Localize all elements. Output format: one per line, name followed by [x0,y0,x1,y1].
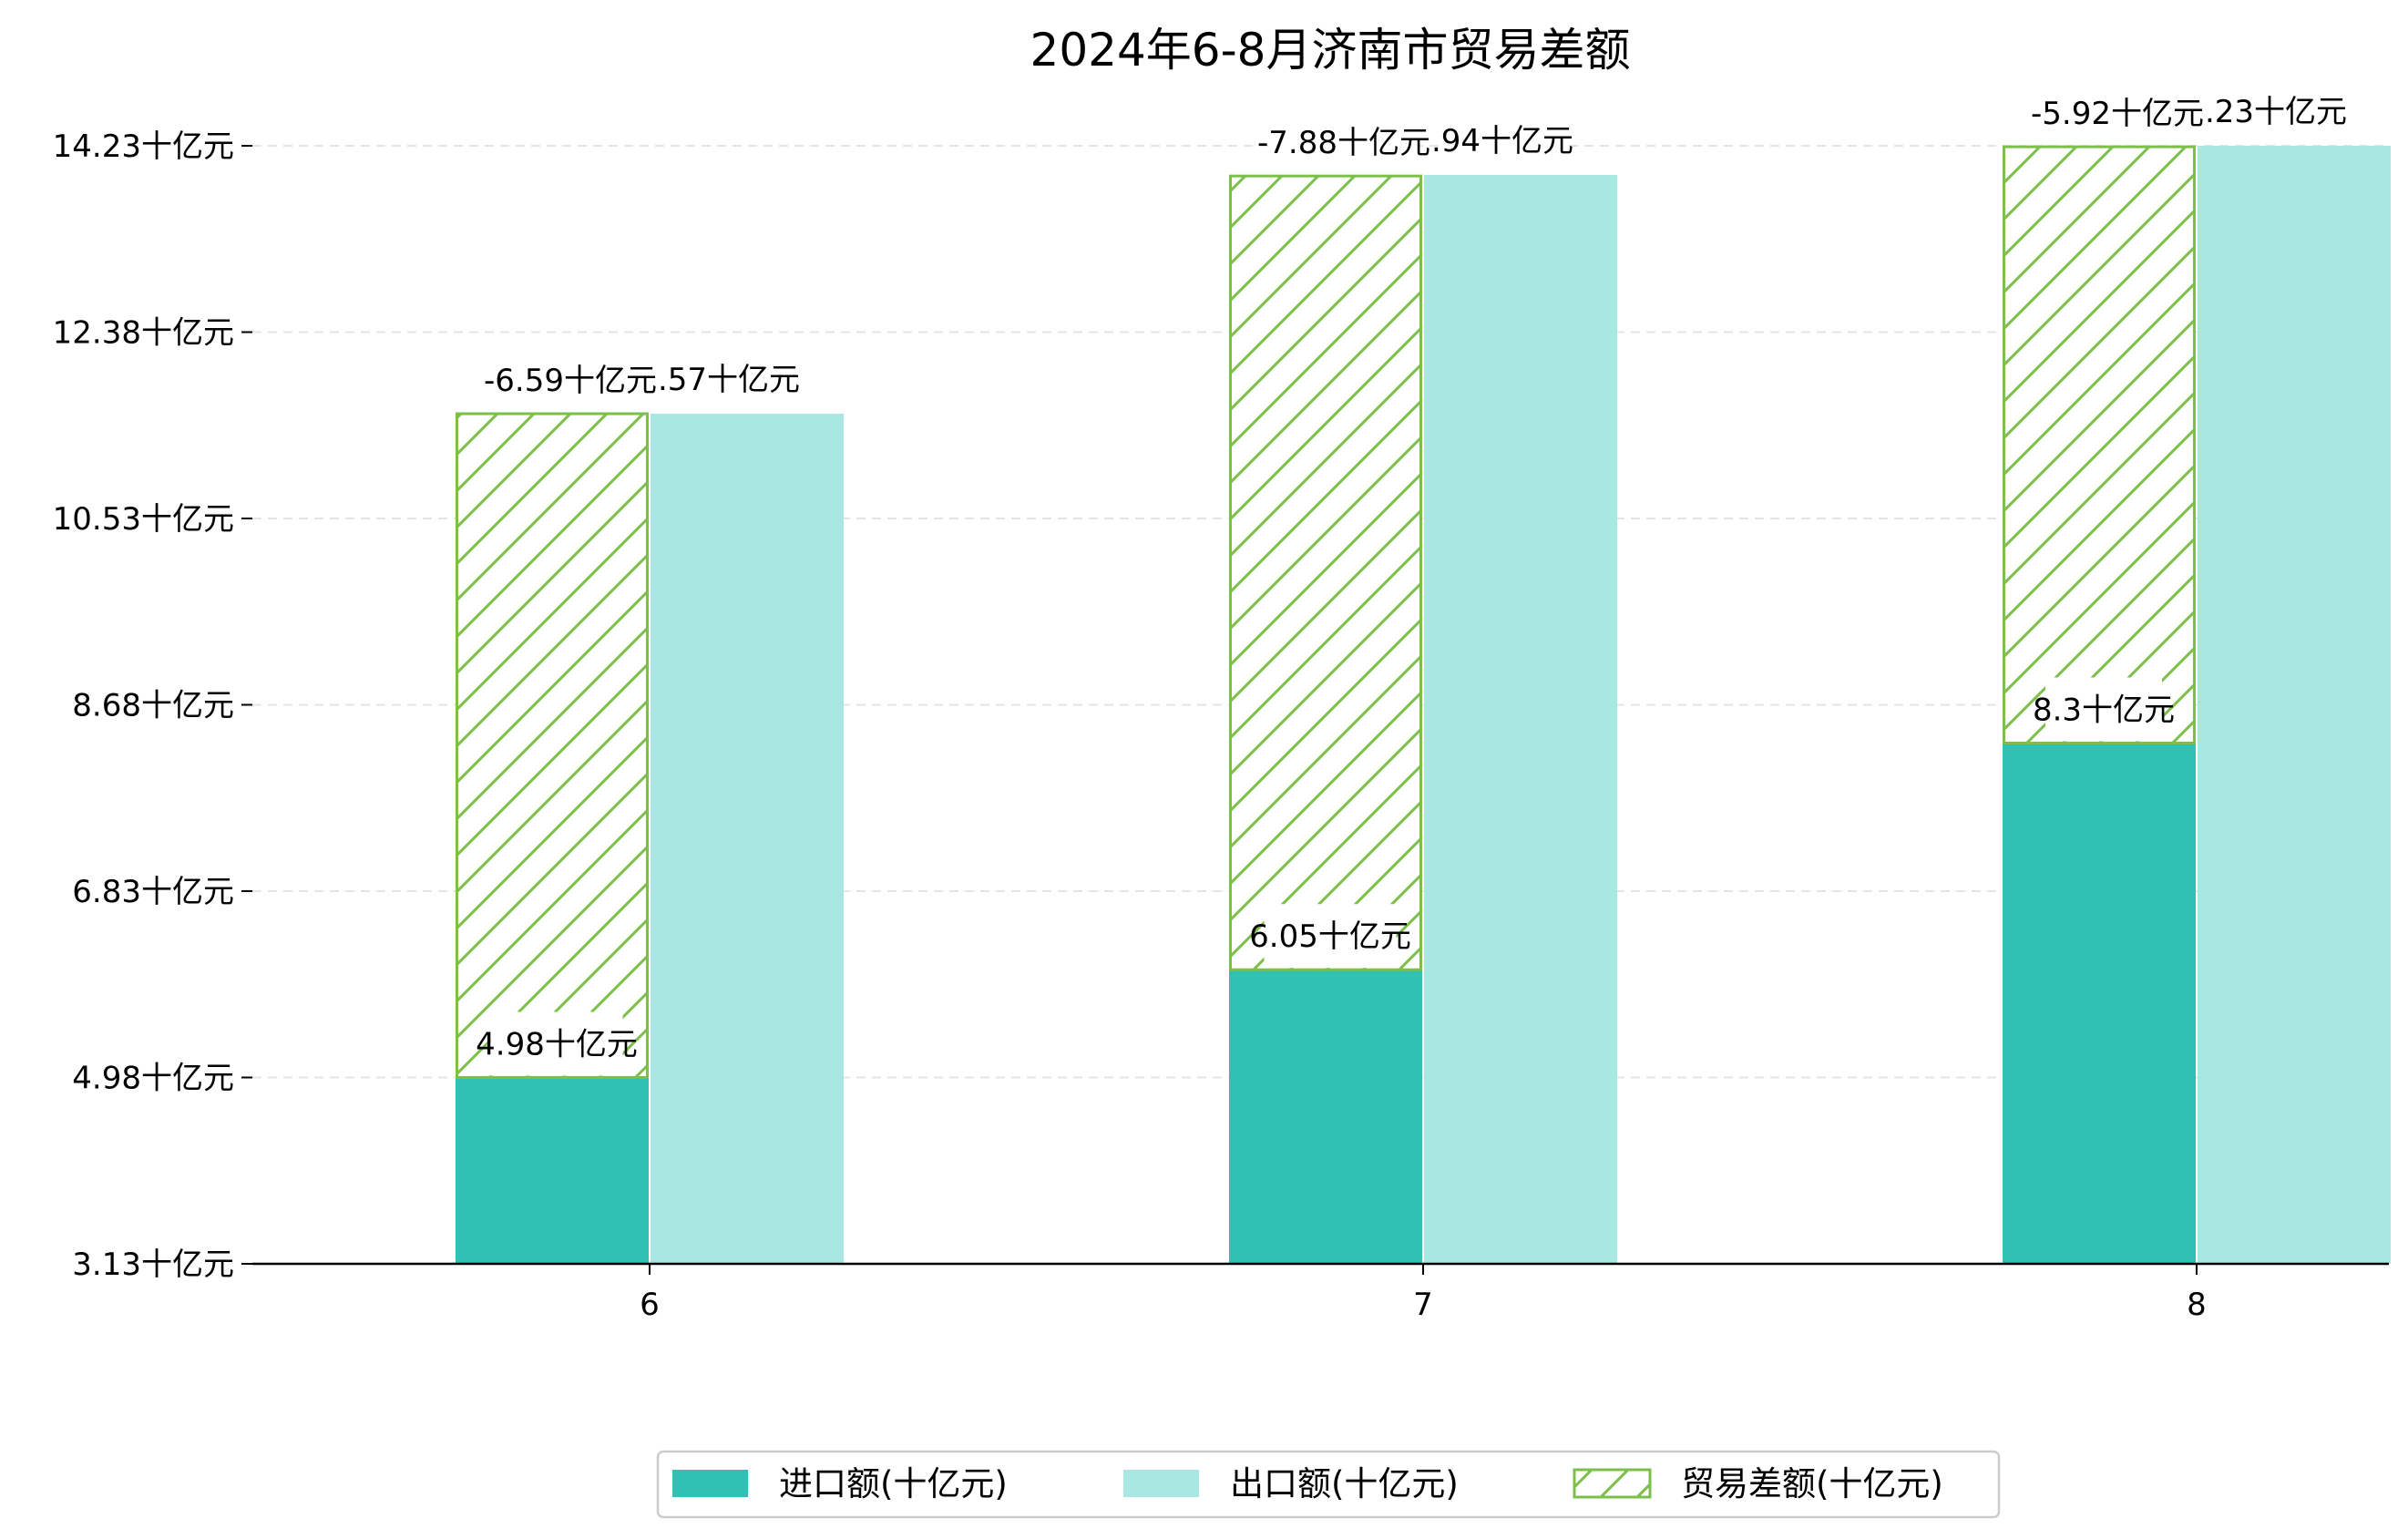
y-tick-label: 8.68十亿元 [72,688,234,724]
bar-export-7 [1424,175,1617,1264]
bar-balance-7 [1229,174,1422,971]
label-export-6: .57十亿元 [658,362,800,398]
y-tick-label: 3.13十亿元 [72,1247,234,1283]
chart-title: 2024年6-8月济南市贸易差额 [1030,24,1631,77]
label-export-8: .23十亿元 [2205,94,2347,130]
y-tick-label: 14.23十亿元 [53,128,234,165]
bar-import-7 [1229,970,1422,1264]
legend: 进口额(十亿元) 出口额(十亿元) 贸易差额(十亿元) [656,1450,2001,1519]
y-tick-label: 6.83十亿元 [72,874,234,910]
y-tick-label: 4.98十亿元 [72,1061,234,1097]
label-import-7-bg [1264,904,1397,969]
legend-label-0: 进口额(十亿元) [779,1464,1008,1503]
label-balance-7: -7.88十亿元 [1257,125,1430,161]
label-export-7-bg [1444,108,1561,173]
legend-label-1: 出口额(十亿元) [1230,1464,1459,1503]
bar-export-8 [2198,146,2391,1264]
label-balance-8: -5.92十亿元 [2031,96,2204,132]
bars [456,145,2391,1264]
label-balance-7-bg [1270,110,1418,175]
bar-export-6 [651,414,844,1264]
bar-import-6 [456,1077,649,1264]
legend-swatch-0 [672,1470,748,1497]
value-labels: 4.98十亿元 .57十亿元-6.59十亿元 6.05十亿元 .94十亿元-7.88十… [476,79,2347,1076]
legend-box [656,1450,2001,1519]
label-import-8-bg [2045,677,2162,742]
legend-swatch-1 [1123,1470,1199,1497]
axes: 3.13十亿元 4.98十亿元 6.83十亿元 8.68十亿元 10.53十亿元 12.3… [53,128,2389,1323]
y-tick-label: 10.53十亿元 [53,501,234,538]
label-export-8-bg [2218,79,2334,143]
label-balance-8-bg [2044,81,2191,146]
x-tick-label: 7 [1413,1287,1433,1323]
label-import-8: 8.3十亿元 [2033,693,2175,729]
x-tick-label: 6 [640,1287,660,1323]
bar-import-8 [2003,743,2196,1264]
y-tick-label: 12.38十亿元 [53,315,234,352]
label-import-6: 4.98十亿元 [476,1027,638,1063]
label-export-7: .94十亿元 [1431,123,1573,159]
bar-balance-8 [2003,145,2196,745]
legend-swatch-2 [1573,1468,1652,1499]
label-import-6-bg [490,1011,623,1076]
label-balance-6: -6.59十亿元 [484,363,657,399]
x-tick-label: 8 [2187,1287,2207,1323]
bar-balance-6 [456,412,649,1079]
label-import-7: 6.05十亿元 [1249,918,1411,955]
label-balance-6-bg [497,348,644,413]
legend-label-2: 贸易差额(十亿元) [1681,1464,1943,1503]
label-export-6-bg [671,347,787,412]
